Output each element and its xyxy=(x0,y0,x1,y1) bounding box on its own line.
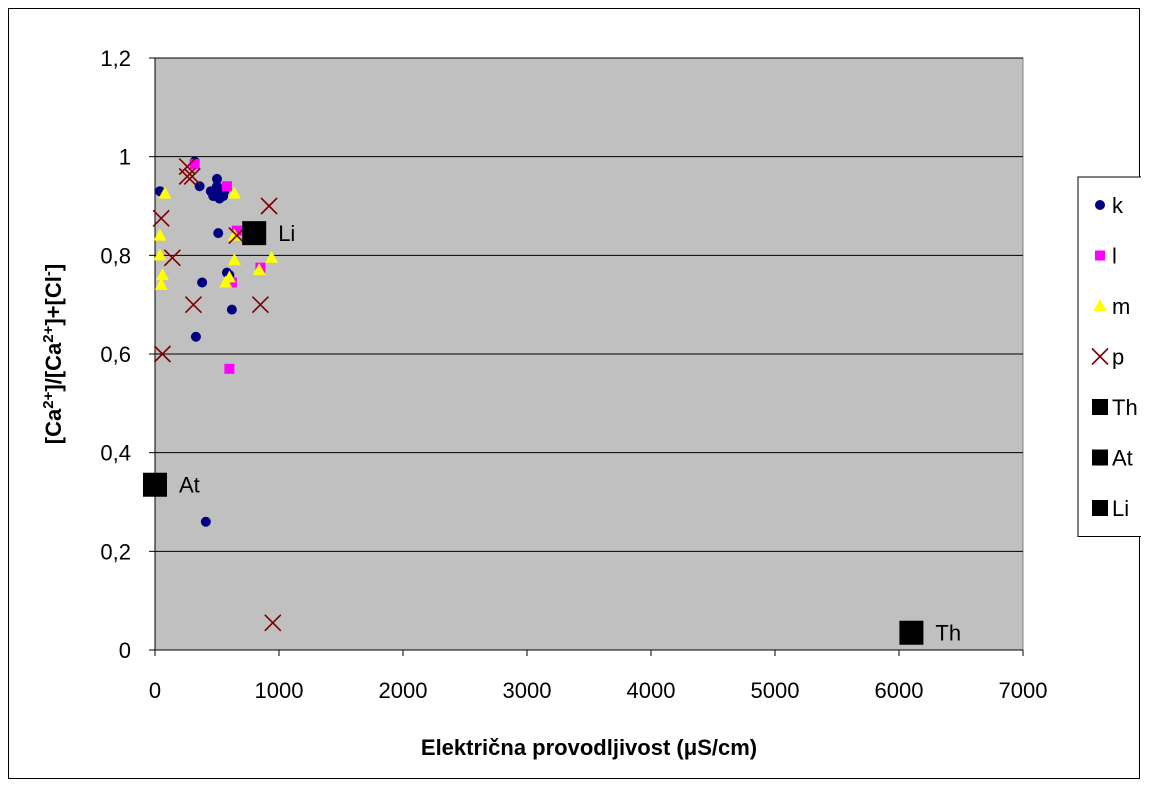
y-axis-title-part-1: 2+ xyxy=(40,391,57,408)
x-tick-label-3: 3000 xyxy=(503,678,552,703)
y-tick-label-3: 0,6 xyxy=(100,342,131,367)
y-axis-title: [Ca2+]/[Ca2+]+[Cl-] xyxy=(40,264,67,444)
point-m-11 xyxy=(265,250,279,263)
point-p-3 xyxy=(152,209,170,227)
y-axis-title-part-4: ]+[Cl xyxy=(41,276,66,326)
legend-label-p: p xyxy=(1112,345,1124,370)
point-Th-0 xyxy=(899,620,924,645)
y-tick-label-2: 0,4 xyxy=(100,441,131,466)
point-m-2 xyxy=(153,248,167,261)
data-points: Th At Li xyxy=(143,156,961,646)
point-k-5 xyxy=(212,173,222,184)
y-axis-title-part-3: 2+ xyxy=(40,325,57,342)
x-axis-ticks: 0 1000 2000 3000 4000 5000 6000 7000 xyxy=(149,650,1048,703)
point-At-0 xyxy=(143,472,167,497)
point-k-16 xyxy=(190,331,201,342)
point-m-0 xyxy=(158,186,172,199)
point-k-14 xyxy=(197,277,208,288)
point-m-6 xyxy=(227,228,241,241)
point-label-Li: Li xyxy=(278,221,295,246)
point-p-2 xyxy=(183,167,201,185)
legend-marker-m xyxy=(1093,299,1107,311)
point-p-10 xyxy=(264,614,282,632)
x-tick-label-2: 2000 xyxy=(379,678,428,703)
legend-marker-l xyxy=(1095,250,1105,261)
point-p-9 xyxy=(153,345,172,363)
y-tick-label-6: 1,2 xyxy=(100,46,131,71)
point-l-1 xyxy=(221,181,232,192)
point-p-4 xyxy=(163,249,181,267)
y-tick-label-4: 0,8 xyxy=(100,243,131,268)
point-k-17 xyxy=(200,516,211,527)
x-tick-label-4: 4000 xyxy=(627,678,676,703)
y-axis-title-part-0: [Ca xyxy=(41,408,66,444)
legend-label-k: k xyxy=(1112,193,1124,218)
point-p-6 xyxy=(260,197,278,215)
legend-marker-k xyxy=(1095,200,1105,210)
legend-marker-p xyxy=(1091,347,1109,366)
point-Li-0 xyxy=(242,221,267,246)
point-m-4 xyxy=(154,277,168,290)
x-axis-title: Električna provodljivost (μS/cm) xyxy=(421,735,757,760)
legend: k lm p Th At Li xyxy=(1077,176,1141,537)
x-tick-label-6: 6000 xyxy=(875,678,924,703)
point-m-5 xyxy=(227,186,241,199)
y-tick-label-1: 0,2 xyxy=(100,539,131,564)
y-tick-label-5: 1 xyxy=(119,145,131,170)
y-axis-ticks: 0 0,2 0,4 0,6 0,8 1 1,2 xyxy=(100,46,155,663)
scatter-chart: 0 1000 2000 3000 4000 5000 6000 7000 0 0,2 0,4 0,6… xyxy=(40,46,1141,760)
legend-label-m: m xyxy=(1112,294,1130,319)
legend-label-At: At xyxy=(1112,446,1133,471)
point-label-Th: Th xyxy=(935,621,961,646)
legend-marker-Li xyxy=(1092,500,1108,516)
point-m-10 xyxy=(252,263,266,276)
point-m-9 xyxy=(219,275,233,288)
point-m-7 xyxy=(227,253,241,266)
point-k-2 xyxy=(194,181,205,192)
x-tick-label-0: 0 xyxy=(149,678,161,703)
legend-marker-At xyxy=(1092,449,1108,466)
point-p-8 xyxy=(251,296,269,314)
legend-label-Li: Li xyxy=(1112,496,1129,521)
x-tick-label-7: 7000 xyxy=(999,678,1048,703)
legend-label-l: l xyxy=(1112,244,1117,269)
point-k-15 xyxy=(226,304,237,315)
point-l-2 xyxy=(231,225,242,236)
point-m-1 xyxy=(153,228,167,241)
legend-marker-Th xyxy=(1092,399,1108,415)
point-l-5 xyxy=(224,363,235,374)
y-tick-label-0: 0 xyxy=(119,638,131,663)
point-p-7 xyxy=(184,296,203,314)
point-m-3 xyxy=(155,268,169,281)
x-tick-label-1: 1000 xyxy=(255,678,304,703)
point-k-11 xyxy=(213,228,224,239)
point-p-5 xyxy=(228,227,246,245)
chart-frame: 0 1000 2000 3000 4000 5000 6000 7000 0 0,2 0,4 0,6… xyxy=(8,8,1141,779)
point-label-At: At xyxy=(179,473,200,498)
y-axis-title-part-6: ] xyxy=(41,264,66,271)
point-l-0 xyxy=(189,159,200,170)
y-axis-title-part-2: ]/[Ca xyxy=(41,342,66,392)
legend-box xyxy=(1077,176,1141,537)
legend-label-Th: Th xyxy=(1112,395,1138,420)
point-p-1 xyxy=(178,167,196,185)
y-axis-title-part-5: - xyxy=(40,271,57,276)
x-tick-label-5: 5000 xyxy=(751,678,800,703)
